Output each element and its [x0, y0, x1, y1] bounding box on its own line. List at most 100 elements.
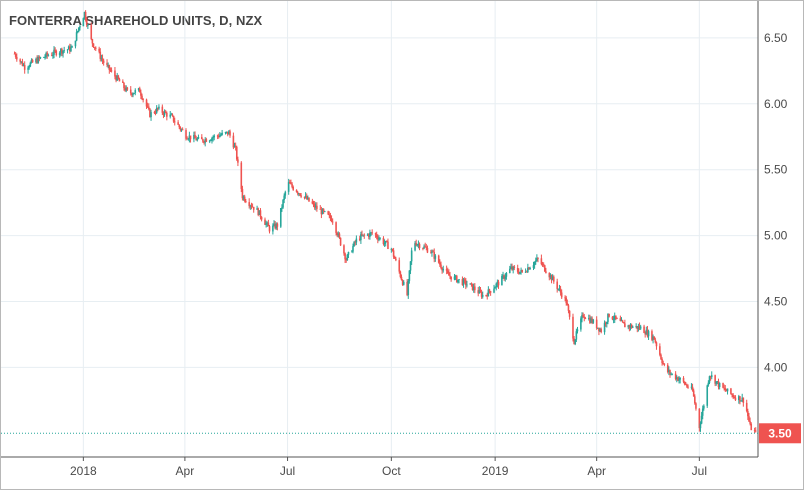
candle-body: [188, 135, 191, 139]
candle-body: [355, 238, 358, 243]
candle-body: [520, 269, 522, 272]
candle-body: [323, 211, 326, 213]
candle-body: [410, 250, 413, 262]
candle-body: [267, 222, 270, 227]
candle-body: [653, 336, 656, 340]
candle-body: [575, 331, 578, 340]
candle-body: [525, 271, 528, 273]
candle-body: [540, 258, 543, 265]
candle-body: [203, 141, 205, 143]
candle-body: [177, 122, 179, 125]
candle-body: [195, 138, 197, 141]
candle-body: [615, 315, 617, 319]
candle-body: [724, 388, 727, 391]
candle-body: [320, 209, 323, 215]
candle-body: [534, 260, 537, 263]
candle-body: [636, 326, 639, 329]
candle-body: [557, 288, 560, 290]
candle-body: [647, 331, 650, 337]
candle-body: [178, 124, 181, 128]
candle-body: [480, 291, 483, 297]
candle-body: [406, 281, 408, 296]
candle-body: [179, 127, 182, 130]
candle-body: [224, 132, 227, 133]
candle-body: [94, 47, 97, 49]
candle-body: [710, 375, 713, 378]
candle-body: [171, 114, 174, 116]
candle-body: [328, 214, 331, 216]
candle-body: [668, 370, 670, 372]
candle-body: [197, 136, 200, 139]
candle-body: [422, 248, 424, 249]
candle-body: [99, 51, 102, 59]
candle-body: [312, 203, 315, 205]
candle-body: [346, 254, 349, 261]
candle-body: [678, 379, 680, 381]
candle-body: [393, 256, 396, 259]
candle-body: [454, 275, 457, 277]
x-tick-label: Oct: [382, 464, 401, 478]
candle-body: [316, 205, 318, 209]
candle-body: [416, 244, 419, 246]
candle-body: [98, 48, 100, 52]
candle-body: [684, 384, 687, 386]
candle-body: [281, 207, 283, 209]
candle-body: [519, 271, 521, 274]
candle-body: [14, 53, 17, 57]
candle-body: [478, 289, 481, 294]
candle-body: [462, 279, 465, 285]
candle-body: [142, 98, 144, 100]
candle-body: [666, 364, 669, 372]
candle-body: [542, 264, 545, 266]
candle-body: [574, 339, 577, 345]
candle-body: [551, 276, 554, 281]
candle-body: [485, 295, 487, 296]
candle-body: [90, 25, 93, 40]
candle-body: [383, 243, 386, 245]
candle-body: [584, 318, 587, 319]
candle-body: [392, 250, 395, 257]
candle-body: [161, 106, 164, 113]
candle-body: [67, 46, 70, 50]
candle-body: [114, 70, 116, 77]
candle-body: [505, 272, 508, 277]
candle-body: [181, 129, 184, 131]
candle-body: [257, 208, 260, 216]
candle-body: [226, 131, 229, 135]
candle-body: [686, 384, 688, 387]
candle-body: [208, 140, 211, 142]
candle-body: [116, 75, 119, 81]
candle-body: [115, 76, 117, 81]
candle-body: [132, 93, 134, 96]
candle-body: [583, 316, 586, 319]
candle-body: [731, 393, 733, 395]
last-price-badge: [759, 423, 801, 444]
candle-body: [259, 210, 262, 218]
chart-title: FONTERRA SHAREHOLD UNITS, D, NZX: [9, 13, 263, 28]
candle-body: [624, 323, 626, 328]
candle-body: [153, 112, 156, 113]
candle-body: [240, 162, 243, 189]
candle-body: [66, 49, 69, 51]
candle-body: [434, 255, 437, 259]
candle-body: [622, 322, 625, 324]
candle-body: [219, 135, 221, 138]
candle-body: [157, 107, 159, 109]
candle-body: [592, 319, 595, 323]
candle-body: [398, 260, 401, 272]
candle-body: [378, 238, 380, 240]
candle-body: [63, 50, 65, 52]
candle-body: [46, 52, 49, 56]
candle-body: [537, 258, 539, 259]
candle-body: [76, 30, 79, 33]
candle-body: [331, 221, 334, 223]
candle-body: [79, 26, 81, 28]
candle-body: [15, 56, 18, 60]
candle-body: [163, 111, 166, 115]
candle-body: [283, 195, 285, 200]
candle-body: [28, 66, 31, 68]
candle-body: [651, 331, 653, 340]
candle-body: [36, 58, 38, 63]
candle-body: [687, 386, 689, 388]
